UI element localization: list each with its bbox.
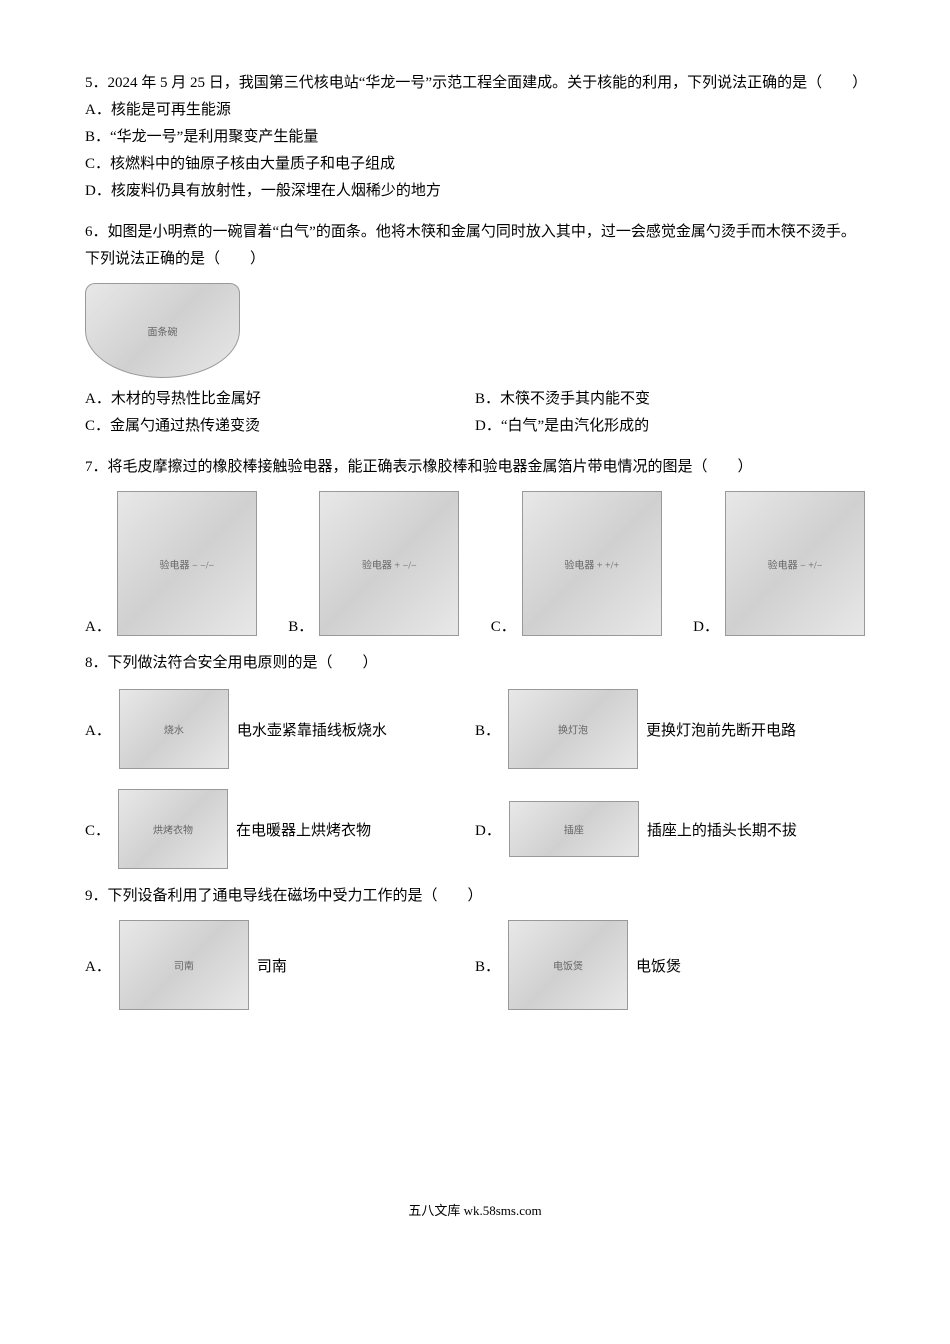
q6-text: 6．如图是小明煮的一碗冒着“白气”的面条。他将木筷和金属勺同时放入其中，过一会感…	[85, 219, 865, 273]
q5-option-d: D．核废料仍具有放射性，一般深埋在人烟稀少的地方	[85, 178, 865, 205]
q7-text: 7．将毛皮摩擦过的橡胶棒接触验电器，能正确表示橡胶棒和验电器金属箔片带电情况的图…	[85, 454, 865, 481]
q9-text: 9．下列设备利用了通电导线在磁场中受力工作的是（ ）	[85, 883, 865, 910]
q9-option-a: A． 司南	[85, 920, 475, 1010]
q8-image-c	[118, 789, 228, 869]
q9-label-b: B．	[475, 955, 500, 976]
q7-image-b	[319, 491, 459, 636]
q8-option-d: D． 插座上的插头长期不拔	[475, 789, 865, 869]
q8-options-grid: A． 电水壶紧靠插线板烧水 B． 更换灯泡前先断开电路 C． 在电暖器上烘烤衣物…	[85, 689, 865, 869]
q7-label-a: A．	[85, 615, 111, 636]
q8-caption-a: 电水壶紧靠插线板烧水	[237, 719, 387, 740]
q8-label-b: B．	[475, 719, 500, 740]
q6-option-d: D．“白气”是由汽化形成的	[475, 413, 865, 440]
q9-caption-a: 司南	[257, 955, 287, 976]
q5-option-b: B．“华龙一号”是利用聚变产生能量	[85, 124, 865, 151]
q9-image-a	[119, 920, 249, 1010]
q7-image-d	[725, 491, 865, 636]
q7-image-c	[522, 491, 662, 636]
q8-image-b	[508, 689, 638, 769]
q9-caption-b: 电饭煲	[636, 955, 681, 976]
q8-image-d	[509, 801, 639, 857]
q8-label-c: C．	[85, 819, 110, 840]
question-8: 8．下列做法符合安全用电原则的是（ ） A． 电水壶紧靠插线板烧水 B． 更换灯…	[85, 650, 865, 869]
q6-option-b: B．木筷不烫手其内能不变	[475, 386, 865, 413]
q8-label-d: D．	[475, 819, 501, 840]
q9-options-grid: A． 司南 B． 电饭煲	[85, 920, 865, 1010]
q8-option-c: C． 在电暖器上烘烤衣物	[85, 789, 475, 869]
q7-label-d: D．	[693, 615, 719, 636]
q6-options: A．木材的导热性比金属好 B．木筷不烫手其内能不变 C．金属勺通过热传递变烫 D…	[85, 386, 865, 440]
question-7: 7．将毛皮摩擦过的橡胶棒接触验电器，能正确表示橡胶棒和验电器金属箔片带电情况的图…	[85, 454, 865, 636]
q6-bowl-image	[85, 283, 240, 378]
q7-label-b: B．	[288, 615, 313, 636]
question-6: 6．如图是小明煮的一碗冒着“白气”的面条。他将木筷和金属勺同时放入其中，过一会感…	[85, 219, 865, 440]
q8-option-b: B． 更换灯泡前先断开电路	[475, 689, 865, 769]
q8-image-a	[119, 689, 229, 769]
q9-option-b: B． 电饭煲	[475, 920, 865, 1010]
q8-label-a: A．	[85, 719, 111, 740]
q5-option-c: C．核燃料中的铀原子核由大量质子和电子组成	[85, 151, 865, 178]
question-9: 9．下列设备利用了通电导线在磁场中受力工作的是（ ） A． 司南 B． 电饭煲	[85, 883, 865, 1010]
q9-image-b	[508, 920, 628, 1010]
q7-options-row: A． B． C． D．	[85, 491, 865, 636]
q6-option-a: A．木材的导热性比金属好	[85, 386, 475, 413]
q8-text: 8．下列做法符合安全用电原则的是（ ）	[85, 650, 865, 677]
q7-option-a: A．	[85, 491, 257, 636]
q8-option-a: A． 电水壶紧靠插线板烧水	[85, 689, 475, 769]
q9-label-a: A．	[85, 955, 111, 976]
q7-label-c: C．	[491, 615, 516, 636]
q7-option-b: B．	[288, 491, 459, 636]
q6-option-c: C．金属勺通过热传递变烫	[85, 413, 475, 440]
q5-text: 5．2024 年 5 月 25 日，我国第三代核电站“华龙一号”示范工程全面建成…	[85, 70, 865, 97]
q7-image-a	[117, 491, 257, 636]
question-5: 5．2024 年 5 月 25 日，我国第三代核电站“华龙一号”示范工程全面建成…	[85, 70, 865, 205]
q7-option-d: D．	[693, 491, 865, 636]
q8-caption-d: 插座上的插头长期不拔	[647, 819, 797, 840]
footer-text: 五八文库 wk.58sms.com	[85, 1200, 865, 1219]
q8-caption-b: 更换灯泡前先断开电路	[646, 719, 796, 740]
q5-option-a: A．核能是可再生能源	[85, 97, 865, 124]
q7-option-c: C．	[491, 491, 662, 636]
q8-caption-c: 在电暖器上烘烤衣物	[236, 819, 371, 840]
